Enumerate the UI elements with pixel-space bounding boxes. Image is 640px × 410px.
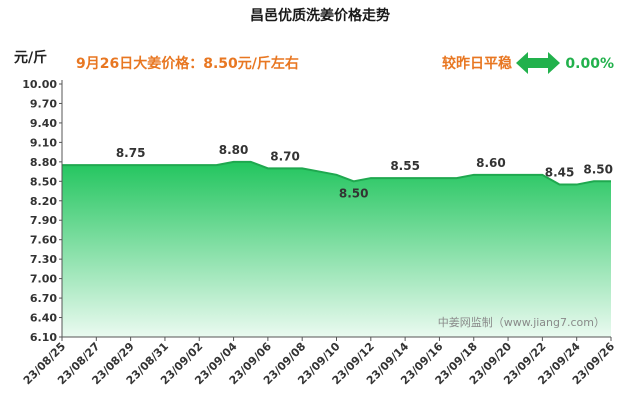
y-tick-label: 10.00 [22,78,57,91]
watermark: 中姜网监制（www.jiang7.com） [438,315,605,329]
y-tick-label: 6.40 [30,312,57,325]
data-label: 8.80 [219,143,249,157]
chart-title: 昌邑优质洗姜价格走势 [250,7,390,24]
y-tick-label: 7.30 [30,253,57,266]
y-tick-label: 9.70 [30,97,57,110]
data-label: 8.50 [583,162,613,176]
price-area [62,161,611,337]
y-axis-unit: 元/斤 [14,49,47,66]
data-label: 8.50 [339,186,369,200]
data-label: 8.70 [270,149,300,163]
y-tick-label: 8.80 [30,156,57,169]
change-percent: 0.00% [565,56,614,72]
data-label: 8.45 [545,166,575,180]
y-tick-label: 6.10 [30,331,57,344]
y-tick-label: 9.40 [30,117,57,130]
price-info-text: 9月26日大姜价格：8.50元/斤左右 [76,55,299,72]
price-line [62,160,611,186]
y-tick-label: 6.70 [30,292,57,305]
double-arrow-icon [516,52,560,74]
data-label: 8.60 [476,156,506,170]
data-label: 8.75 [116,146,146,160]
y-tick-label: 7.00 [30,273,57,286]
data-label: 8.55 [390,159,420,173]
y-tick-label: 7.90 [30,214,57,227]
y-tick-label: 7.60 [30,234,57,247]
y-tick-label: 9.10 [30,136,57,149]
plot-area: 10.00 9.70 9.40 9.10 8.80 8.50 8.20 7.90 7.60 7.3… [21,78,618,387]
compare-text: 较昨日平稳 [442,55,512,72]
y-tick-label: 8.50 [30,175,57,188]
y-tick-label: 8.20 [30,195,57,208]
